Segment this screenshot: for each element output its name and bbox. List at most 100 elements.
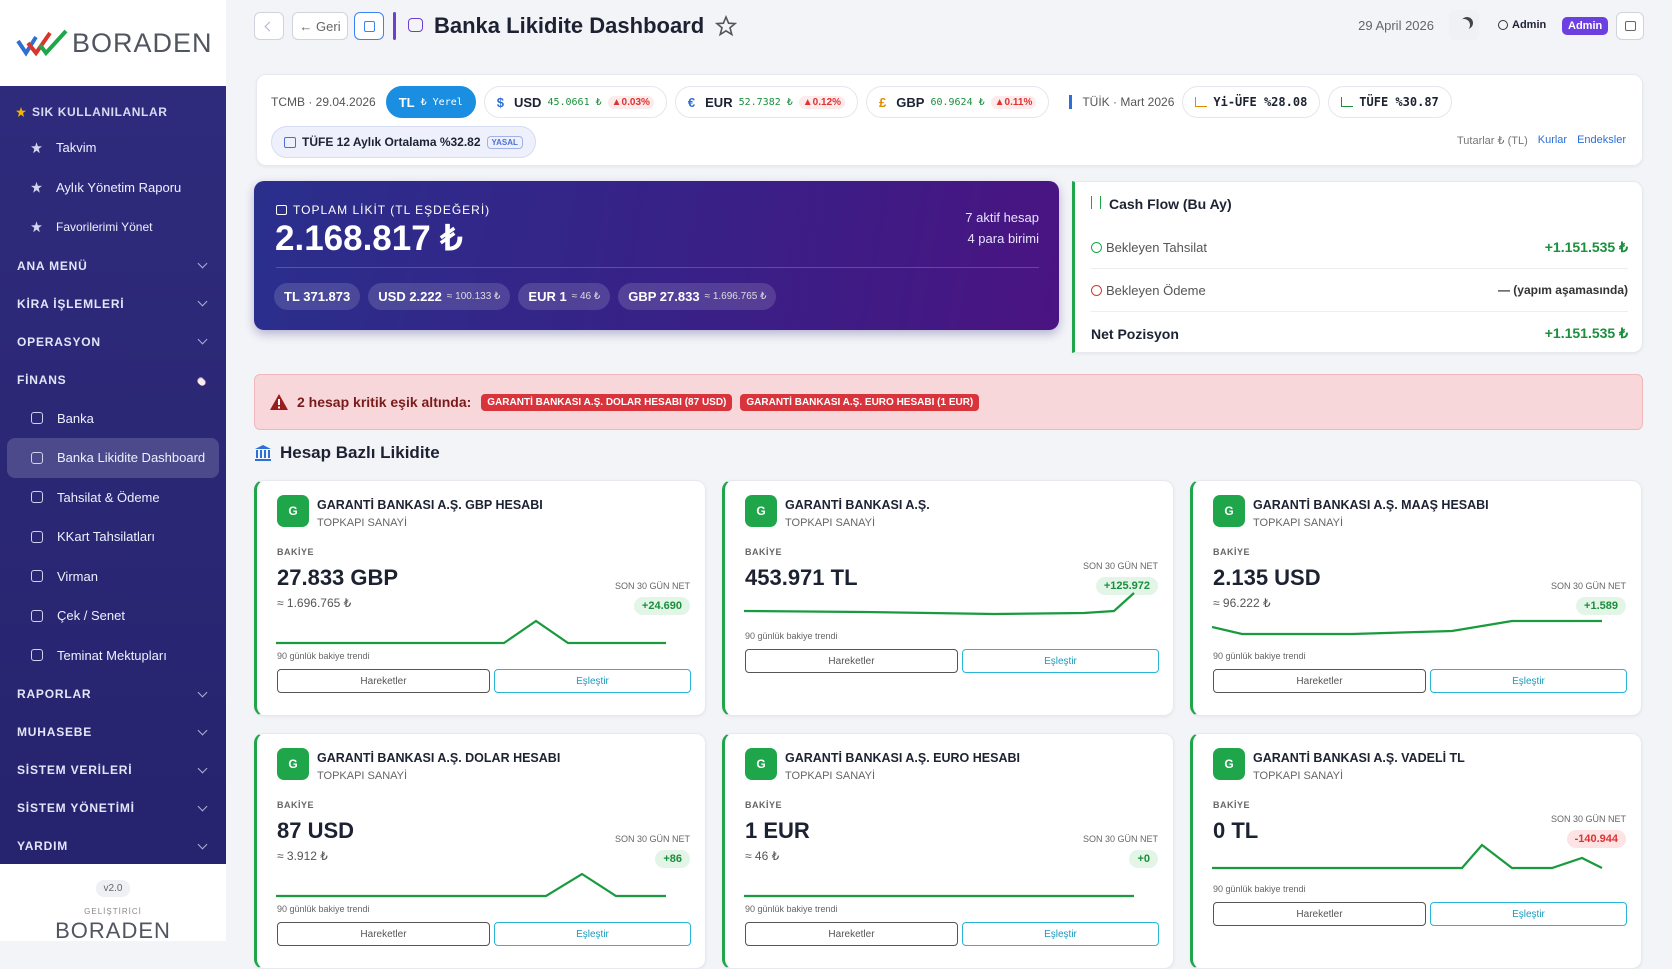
- match-button[interactable]: Eşleştir: [494, 669, 691, 693]
- favorite-star[interactable]: [715, 15, 737, 37]
- logout-button[interactable]: [1616, 12, 1644, 40]
- currency-change: ▲0.12%: [798, 95, 846, 109]
- alert: 2 hesap kritik eşik altında: GARANTİ BAN…: [254, 374, 1643, 430]
- cashflow-label-row: Net Pozisyon: [1091, 326, 1179, 342]
- menu-item[interactable]: Virman: [7, 557, 219, 597]
- favorite-item[interactable]: Aylık Yönetim Raporu: [7, 168, 219, 208]
- menu-section[interactable]: OPERASYON: [0, 323, 226, 361]
- favorites-header: SIK KULLANILANLAR: [0, 96, 226, 128]
- net-label: SON 30 GÜN NET: [1550, 581, 1626, 591]
- collapse-button[interactable]: [254, 12, 284, 40]
- chevron: [197, 801, 208, 811]
- user[interactable]: Admin: [1498, 19, 1546, 31]
- net-value: +1.589: [1576, 597, 1626, 615]
- yiufe: Yi-ÜFE %28.08: [1213, 95, 1308, 109]
- base-chip[interactable]: TL ₺ Yerel: [385, 86, 476, 118]
- match-button[interactable]: Eşleştir: [1430, 902, 1627, 926]
- moves-button[interactable]: Hareketler: [277, 669, 490, 693]
- account-branch: TOPKAPI SANAYİ: [317, 770, 408, 782]
- tl-equivalent: ≈ 1.696.765 ₺: [277, 596, 352, 610]
- net-label: SON 30 GÜN NET: [1550, 814, 1626, 824]
- match-button[interactable]: Eşleştir: [1430, 669, 1627, 693]
- chip-main: TL 371.873: [284, 289, 351, 304]
- menu-item[interactable]: Banka Likidite Dashboard: [7, 438, 219, 478]
- cashflow-title: Cash Flow (Bu Ay): [1109, 196, 1232, 212]
- logo-mark: [16, 29, 68, 57]
- currency-symbol: €: [687, 94, 696, 110]
- section-title: RAPORLAR: [17, 687, 92, 701]
- total-card: TOPLAM LİKİT (TL EŞDEĞERİ) 2.168.817 ₺ 7…: [254, 181, 1059, 330]
- menu-item[interactable]: Teminat Mektupları: [7, 636, 219, 676]
- chevron: [197, 296, 208, 307]
- moves-button[interactable]: Hareketler: [1213, 669, 1426, 693]
- moves-button[interactable]: Hareketler: [745, 649, 958, 673]
- indexes-link[interactable]: Endeksler: [1577, 134, 1626, 146]
- back-button[interactable]: ← Geri: [292, 12, 348, 40]
- tufe-chip: TÜFE %30.87: [1328, 86, 1452, 118]
- menu-section[interactable]: KİRA İŞLEMLERİ: [0, 285, 226, 323]
- menu-section[interactable]: YARDIM: [0, 827, 226, 865]
- chevron: [197, 839, 208, 849]
- currency-code: USD: [514, 94, 542, 110]
- moves-button[interactable]: Hareketler: [1213, 902, 1426, 926]
- menu-item[interactable]: Tahsilat & Ödeme: [7, 478, 219, 518]
- menu-item[interactable]: KKart Tahsilatları: [7, 517, 219, 557]
- rates-link[interactable]: Kurlar: [1537, 134, 1568, 146]
- currency-chip[interactable]: £ GBP 60.9624 ₺ ▲0.11%: [866, 86, 1050, 118]
- match-button[interactable]: Eşleştir: [962, 922, 1159, 946]
- net-value: +86: [655, 850, 690, 868]
- cashflow-label: Bekleyen Ödeme: [1106, 282, 1206, 298]
- cashflow-label: Net Pozisyon: [1091, 325, 1179, 342]
- match-button[interactable]: Eşleştir: [962, 649, 1159, 673]
- tufe: TÜFE %30.87: [1359, 95, 1439, 109]
- total-label: TOPLAM LİKİT (TL EŞDEĞERİ): [293, 203, 491, 217]
- menu-item[interactable]: Çek / Senet: [7, 596, 219, 636]
- favorite-item[interactable]: Takvim: [7, 128, 219, 168]
- favorite-item[interactable]: Favorilerimi Yönet: [7, 207, 219, 247]
- alert-tag: GARANTİ BANKASI A.Ş. EURO HESABI (1 EUR): [740, 393, 980, 411]
- theme-button[interactable]: [1449, 10, 1479, 40]
- moves-button[interactable]: Hareketler: [277, 922, 490, 946]
- account-name: GARANTİ BANKASI A.Ş.: [785, 498, 930, 512]
- tl-equivalent: ≈ 96.222 ₺: [1213, 596, 1271, 610]
- currency-chip[interactable]: € EUR 52.7382 ₺ ▲0.12%: [674, 86, 859, 118]
- cashflow-value: +1.151.535 ₺: [1544, 238, 1628, 255]
- menu-section[interactable]: SİSTEM YÖNETİMİ: [0, 789, 226, 827]
- balance: 27.833 GBP: [277, 565, 399, 590]
- chip-main: EUR 1: [528, 289, 567, 304]
- sparkline-path: [276, 872, 666, 898]
- cashflow-label-row: Bekleyen Ödeme: [1091, 283, 1206, 298]
- menu-item[interactable]: Banka: [7, 399, 219, 439]
- menu-section[interactable]: MUHASEBE: [0, 713, 226, 751]
- chip-sub: ≈ 100.133 ₺: [446, 291, 501, 302]
- account-name: GARANTİ BANKASI A.Ş. MAAŞ HESABI: [1253, 498, 1489, 512]
- currency-symbol: £: [879, 94, 887, 110]
- chevron: [197, 687, 208, 697]
- currency-rate: 60.9624 ₺: [930, 96, 985, 108]
- icon: [31, 530, 43, 543]
- label: Çek / Senet: [57, 608, 125, 624]
- open-button[interactable]: [354, 12, 384, 40]
- chip-sub: ≈ 1.696.765 ₺: [704, 291, 767, 302]
- section-title: SİSTEM VERİLERİ: [17, 763, 133, 777]
- developer: GELİŞTİRİCİ: [84, 907, 142, 916]
- currency-rate: 52.7382 ₺: [738, 96, 793, 108]
- menu-section[interactable]: RAPORLAR: [0, 675, 226, 713]
- menu-section[interactable]: ANA MENÜ: [0, 247, 226, 285]
- section-header: Hesap Bazlı Likidite: [254, 443, 440, 463]
- menu-section[interactable]: SİSTEM VERİLERİ: [0, 751, 226, 789]
- net-value: -140.944: [1566, 830, 1626, 848]
- sparkline: [276, 619, 666, 645]
- menu-section[interactable]: FİNANS: [0, 361, 226, 399]
- section-title: SİSTEM YÖNETİMİ: [17, 801, 135, 815]
- moves-button[interactable]: Hareketler: [745, 922, 958, 946]
- cashflow-row: Net Pozisyon +1.151.535 ₺: [1091, 312, 1628, 355]
- alert-tag: GARANTİ BANKASI A.Ş. DOLAR HESABI (87 US…: [481, 393, 733, 411]
- sparkline: [1212, 619, 1602, 636]
- icon: [1624, 21, 1636, 31]
- account-branch: TOPKAPI SANAYİ: [1253, 517, 1344, 529]
- currency-chip[interactable]: $ USD 45.0661 ₺ ▲0.03%: [483, 86, 667, 118]
- match-button[interactable]: Eşleştir: [494, 922, 691, 946]
- balance-label: BAKİYE: [277, 800, 315, 810]
